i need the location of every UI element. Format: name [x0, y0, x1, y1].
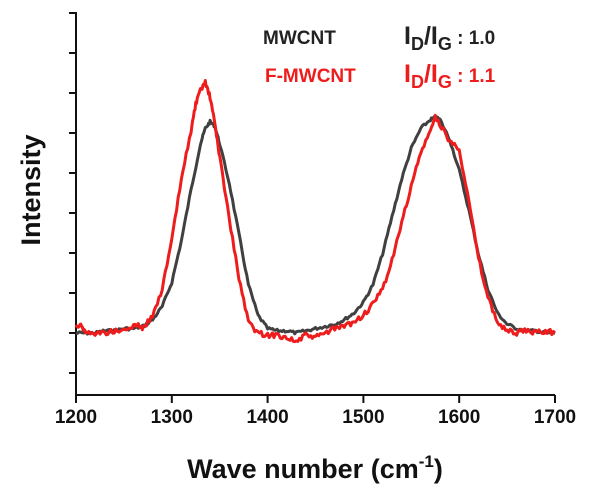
x-tick-label-1500: 1500 [342, 407, 384, 428]
ratio-sub1-f-mwcnt: D [411, 72, 424, 92]
y-ticks [69, 12, 76, 374]
x-axis-title-main: Wave number [187, 454, 364, 484]
ratio-sub1-mwcnt: D [411, 34, 424, 54]
series-layer [74, 79, 557, 344]
y-axis-title: Intensity [16, 134, 46, 245]
x-axis-title-unit-sup: -1 [419, 452, 434, 471]
ratio-i2-mwcnt: I [431, 22, 438, 50]
series-line-mwcnt [75, 114, 556, 336]
ratio-slash-mwcnt: / [424, 22, 431, 50]
ratio-sub2-mwcnt: G [438, 34, 452, 54]
legend: MWCNT ID/IG : 1.0 F-MWCNT ID/IG : 1.1 [263, 22, 496, 92]
legend-ratio-f-mwcnt: ID/IG : 1.1 [404, 60, 496, 92]
ratio-sub2-f-mwcnt: G [438, 72, 452, 92]
x-tick-label-1400: 1400 [246, 407, 288, 428]
ratio-i2-f-mwcnt: I [431, 60, 438, 88]
x-tick-label-1600: 1600 [438, 407, 480, 428]
ratio-i1-mwcnt: I [404, 22, 411, 50]
ratio-i1-f-mwcnt: I [404, 60, 411, 88]
ratio-slash-f-mwcnt: / [424, 60, 431, 88]
x-tick-label-1200: 1200 [55, 407, 97, 428]
x-tick-label-1300: 1300 [151, 407, 193, 428]
x-tick-label-1700: 1700 [534, 407, 576, 428]
legend-ratio-mwcnt: ID/IG : 1.0 [404, 22, 495, 54]
legend-label-mwcnt: MWCNT [263, 28, 336, 49]
x-ticks [75, 395, 556, 403]
series-line-f-mwcnt [74, 79, 557, 344]
x-axis-title-unit: (cm [371, 454, 419, 484]
plot-area: 1200 1300 1400 1500 1600 1700 [55, 12, 576, 428]
legend-series-name-f-mwcnt: F-MWCNT [265, 66, 356, 87]
x-axis-title: Wave number (cm-1) [187, 452, 443, 484]
ratio-value-mwcnt: : 1.0 [452, 28, 495, 49]
ratio-value-f-mwcnt: : 1.1 [452, 66, 496, 87]
legend-series-name-mwcnt: MWCNT [263, 28, 336, 49]
x-tick-labels: 1200 1300 1400 1500 1600 1700 [55, 407, 576, 428]
x-axis-title-unit-close: ) [434, 454, 443, 484]
legend-label-f-mwcnt: F-MWCNT [265, 66, 356, 87]
